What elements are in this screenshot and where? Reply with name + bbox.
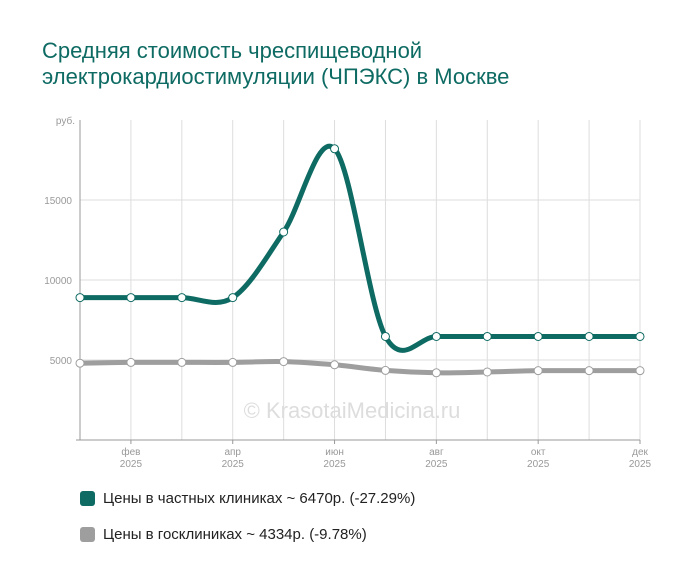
data-point [228,357,238,367]
y-tick-label: 5000 [50,356,73,367]
legend-label-public: Цены в госклиниках ~ 4334р. (-9.78%) [103,526,367,543]
x-tick-month: фев [121,446,140,458]
x-tick-year: 2025 [629,459,652,470]
data-point [75,358,85,368]
legend-item-private[interactable]: Цены в частных клиниках ~ 6470р. (-27.29… [80,490,415,507]
x-tick-year: 2025 [222,459,245,470]
x-tick-year: 2025 [425,459,448,470]
data-point [482,331,492,341]
x-tick-month: июн [325,447,344,458]
data-point [635,331,645,341]
data-point [279,357,289,367]
x-tick-month: дек [632,447,648,458]
data-point [330,360,340,370]
data-point [126,357,136,367]
x-tick-year: 2025 [323,459,346,470]
chart-title: Средняя стоимость чреспищеводной электро… [42,38,510,89]
data-point [533,331,543,341]
x-tick-month: апр [224,447,241,458]
data-point [533,366,543,376]
data-point [126,293,136,303]
data-point [279,227,289,237]
data-point [380,365,390,375]
x-tick-year: 2025 [527,459,550,470]
data-point [431,331,441,341]
legend-label-private: Цены в частных клиниках ~ 6470р. (-27.29… [103,490,416,507]
legend-swatch-public [80,527,95,542]
data-point [635,366,645,376]
data-point [482,367,492,377]
y-tick-label: 10000 [44,276,72,287]
data-point [380,331,390,341]
legend-swatch-private [80,491,95,506]
series-line [77,359,643,376]
data-point [584,366,594,376]
legend-item-public[interactable]: Цены в госклиниках ~ 4334р. (-9.78%) [80,526,367,543]
x-tick-year: 2025 [120,459,143,470]
watermark: © KrasotaiMedicina.ru [244,398,461,423]
data-point [177,293,187,303]
data-point [584,331,594,341]
x-tick-month: авг [429,447,444,458]
data-point [431,368,441,378]
data-point [177,357,187,367]
y-tick-label: 15000 [44,196,72,207]
data-point [330,144,340,154]
data-point [228,293,238,303]
data-point [75,293,85,303]
y-axis-unit: руб. [56,115,75,127]
series-line [77,143,643,353]
x-tick-month: окт [531,447,546,458]
